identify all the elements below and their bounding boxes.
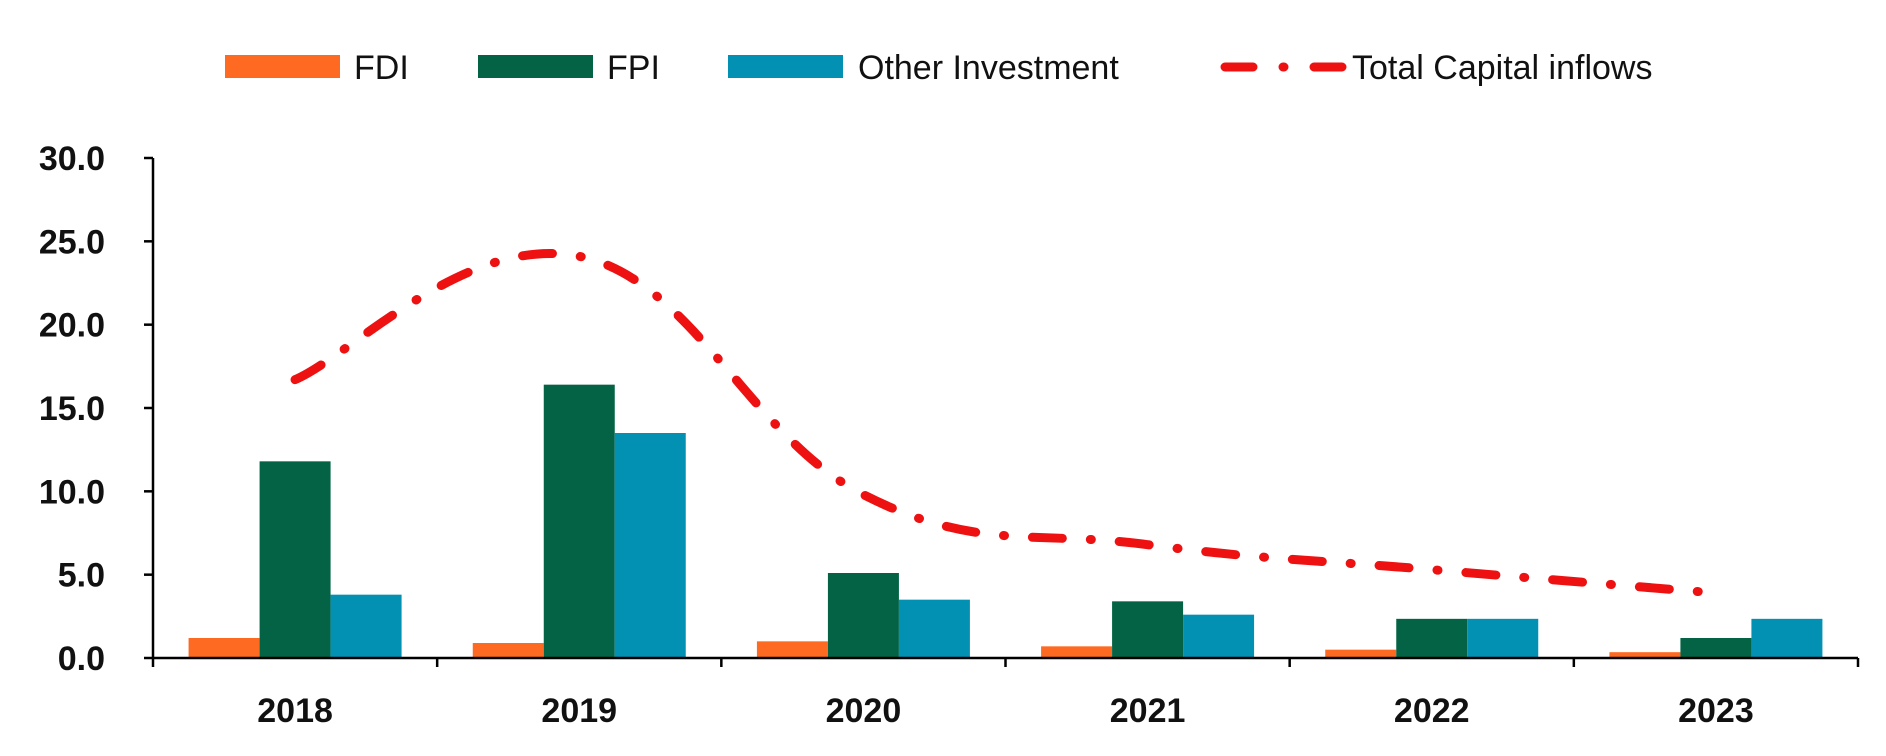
y-tick-label: 10.0 (39, 473, 105, 511)
bar-fpi-2018 (259, 461, 331, 658)
legend: FDI FPI Other Investment Total Capital infl… (225, 49, 1652, 87)
legend-swatch-fpi (478, 55, 593, 78)
total-line-layer (290, 249, 1721, 598)
x-tick-label-2023: 2023 (1678, 692, 1754, 730)
bars (188, 384, 1823, 658)
legend-label-fdi: FDI (354, 49, 409, 87)
legend-label-total-capital-inflows: Total Capital inflows (1352, 49, 1652, 87)
x-tick-label-2019: 2019 (541, 692, 617, 730)
bar-fdi-2022 (1325, 649, 1397, 658)
bar-fpi-2019 (543, 384, 615, 658)
line-total-capital-inflows (290, 249, 1721, 598)
legend-swatch-fdi (225, 55, 340, 78)
bar-fdi-2023 (1609, 652, 1681, 658)
bar-other-investment-2023 (1751, 618, 1823, 658)
y-tick-label: 0.0 (58, 640, 105, 678)
bar-fdi-2018 (188, 638, 260, 658)
x-tick-label-2020: 2020 (826, 692, 902, 730)
bar-fpi-2021 (1112, 601, 1184, 658)
bar-fdi-2019 (472, 643, 544, 658)
bar-other-investment-2021 (1183, 614, 1255, 658)
legend-label-fpi: FPI (607, 49, 660, 87)
x-tick-label-2018: 2018 (257, 692, 333, 730)
axes: 0.0 5.0 10.0 15.0 20.0 25.0 30.0 2018 2019 2020 20… (39, 140, 1860, 730)
bar-fdi-2020 (756, 641, 828, 658)
bar-other-investment-2022 (1467, 618, 1539, 658)
bar-other-investment-2019 (614, 433, 686, 658)
x-tick-label-2022: 2022 (1394, 692, 1470, 730)
bar-fpi-2023 (1680, 638, 1752, 658)
y-tick-label: 15.0 (39, 390, 105, 428)
y-tick-label: 20.0 (39, 307, 105, 345)
y-tick-label: 30.0 (39, 140, 105, 178)
legend-swatch-other-investment (728, 55, 843, 78)
y-tick-label: 5.0 (58, 557, 105, 595)
y-tick-label: 25.0 (39, 223, 105, 261)
bar-other-investment-2018 (330, 594, 402, 658)
bar-other-investment-2020 (898, 599, 970, 658)
bar-fpi-2020 (827, 573, 899, 658)
legend-label-other-investment: Other Investment (858, 49, 1119, 87)
bar-fdi-2021 (1041, 646, 1113, 658)
bar-fpi-2022 (1396, 618, 1468, 658)
x-tick-label-2021: 2021 (1110, 692, 1186, 730)
